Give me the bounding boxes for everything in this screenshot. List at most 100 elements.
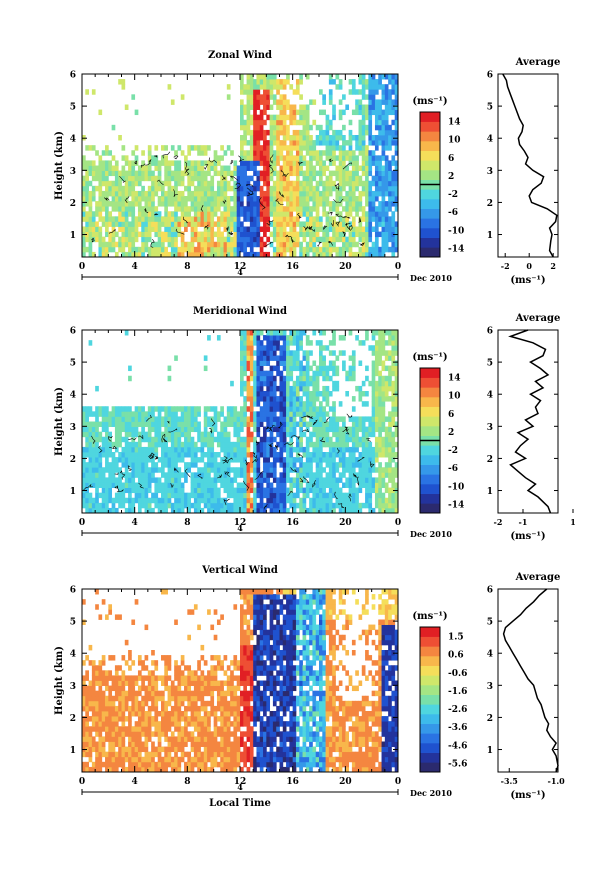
heatmap-cell — [128, 462, 132, 468]
heatmap-cell — [101, 206, 106, 212]
heatmap-cell — [82, 731, 86, 737]
heatmap-cell — [388, 135, 392, 141]
heatmap-cell — [342, 175, 346, 182]
heatmap-cell — [253, 180, 257, 187]
heatmap-cell — [108, 716, 113, 722]
heatmap-cell — [371, 487, 376, 494]
heatmap-cell — [279, 170, 284, 177]
heatmap-cell — [259, 507, 264, 514]
heatmap-cell — [121, 446, 126, 453]
heatmap-cell — [187, 185, 192, 192]
heatmap-cell — [243, 436, 247, 443]
heatmap-cell — [358, 79, 363, 85]
heatmap-cell — [85, 746, 89, 753]
heatmap-cell — [193, 472, 198, 478]
heatmap-cell — [207, 467, 211, 473]
heatmap-cell — [335, 211, 340, 217]
heatmap-cell — [315, 196, 320, 202]
heatmap-cell — [101, 251, 106, 258]
heatmap-cell — [203, 467, 208, 473]
colorbar-swatch — [420, 474, 440, 485]
heatmap-cell — [216, 246, 221, 253]
colorbar-swatch — [420, 189, 440, 200]
heatmap-cell — [114, 462, 119, 468]
heatmap-cell — [384, 160, 389, 166]
y-tick-label: 4 — [70, 135, 76, 145]
heatmap-cell — [240, 345, 244, 351]
heatmap-cell — [207, 211, 211, 217]
heatmap-cell — [223, 236, 228, 243]
heatmap-cell — [124, 251, 129, 258]
heatmap-cell — [240, 175, 244, 182]
heatmap-cell — [154, 436, 159, 443]
heatmap-cell — [95, 487, 99, 494]
heatmap-cell — [328, 365, 333, 372]
heatmap-cell — [177, 201, 182, 207]
heatmap-cell — [332, 226, 336, 232]
heatmap-cell — [131, 477, 136, 483]
heatmap-cell — [276, 160, 280, 166]
heatmap-cell — [95, 221, 99, 227]
heatmap-cell — [220, 446, 224, 453]
heatmap-cell — [187, 165, 192, 171]
contour-line — [234, 182, 241, 189]
heatmap-cell — [282, 355, 287, 361]
heatmap-cell — [128, 446, 132, 453]
heatmap-cell — [319, 160, 323, 166]
heatmap-cell — [174, 216, 178, 222]
heatmap-cell — [322, 452, 326, 458]
heatmap-cell — [253, 411, 257, 417]
heatmap-cell — [279, 236, 284, 243]
heatmap-cell — [312, 411, 317, 417]
profile-y-tick-label: 6 — [487, 71, 493, 81]
heatmap-cell — [355, 436, 359, 443]
heatmap-cell — [292, 457, 297, 463]
heatmap-cell — [286, 507, 290, 514]
heatmap-cell — [371, 206, 376, 212]
heatmap-cell — [243, 140, 247, 146]
heatmap-cell — [319, 190, 323, 197]
heatmap-cell — [361, 185, 366, 192]
heatmap-cell — [170, 211, 175, 217]
heatmap-cell — [371, 391, 376, 397]
heatmap-cell — [319, 370, 323, 377]
heatmap-cell — [368, 472, 373, 478]
heatmap-cell — [374, 190, 379, 197]
heatmap-cell — [164, 411, 168, 417]
heatmap-cell — [243, 330, 247, 336]
heatmap-cell — [190, 426, 195, 433]
heatmap-cell — [279, 196, 284, 202]
heatmap-cell — [230, 482, 234, 488]
heatmap-cell — [134, 170, 139, 177]
heatmap-cell — [388, 104, 392, 110]
heatmap-cell — [147, 472, 152, 478]
heatmap-cell — [197, 467, 201, 473]
heatmap-cell — [394, 350, 399, 356]
heatmap-cell — [355, 507, 359, 514]
heatmap-cell — [295, 236, 300, 243]
heatmap-cell — [121, 411, 126, 417]
heatmap-cell — [82, 726, 86, 732]
heatmap-cell — [240, 350, 244, 356]
heatmap-cell — [101, 497, 106, 504]
heatmap-cell — [305, 145, 310, 151]
heatmap-cell — [338, 84, 343, 90]
heatmap-cell — [216, 467, 221, 473]
heatmap-cell — [207, 231, 211, 238]
heatmap-cell — [203, 431, 208, 438]
heatmap-cell — [174, 416, 178, 422]
heatmap-cell — [161, 457, 165, 463]
heatmap-cell — [322, 211, 326, 217]
heatmap-cell — [371, 467, 376, 473]
heatmap-cell — [220, 462, 224, 468]
heatmap-cell — [91, 700, 96, 707]
heatmap-cell — [180, 231, 185, 238]
heatmap-cell — [203, 462, 208, 468]
heatmap-cell — [170, 441, 175, 448]
heatmap-cell — [223, 487, 228, 494]
heatmap-cell — [322, 421, 326, 427]
heatmap-cell — [305, 365, 310, 372]
heatmap-cell — [180, 492, 185, 499]
heatmap-cell — [253, 396, 257, 402]
heatmap-cell — [286, 170, 290, 177]
